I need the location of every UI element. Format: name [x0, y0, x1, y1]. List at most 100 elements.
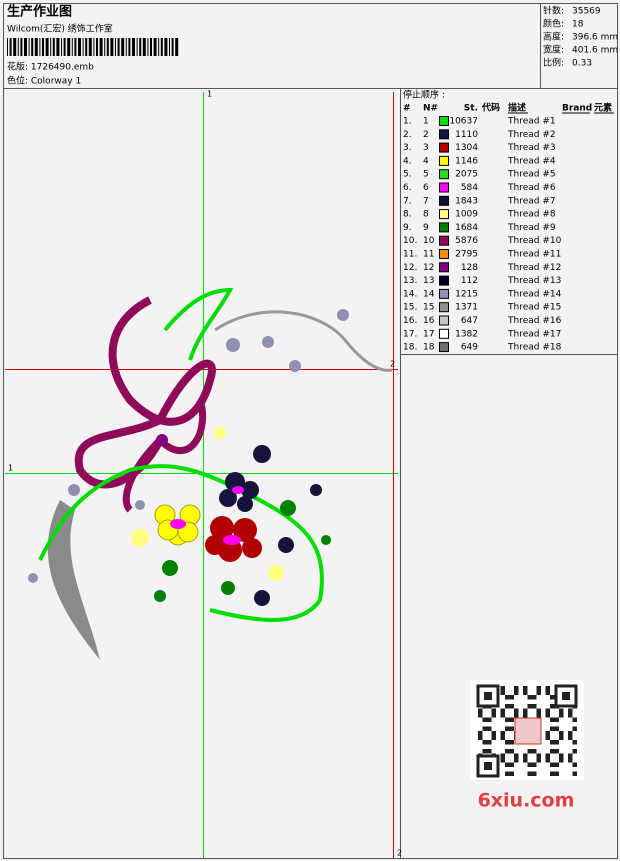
- barcode: [7, 38, 179, 56]
- qr-cell: [568, 735, 573, 740]
- needle-number: 13: [423, 276, 434, 286]
- qr-cell: [545, 690, 550, 695]
- qr-cell: [514, 713, 519, 718]
- qr-cell: [500, 690, 505, 695]
- qr-cell: [550, 704, 555, 709]
- qr-cell: [509, 726, 514, 731]
- qr-cell: [487, 726, 492, 731]
- qr-cell: [532, 762, 537, 767]
- bar-stripe: [160, 38, 163, 56]
- qr-cell: [532, 695, 537, 700]
- needle-number: 1: [423, 117, 429, 127]
- qr-finder-dot: [484, 692, 492, 700]
- qr-cell: [554, 717, 559, 722]
- row-index: 17.: [403, 329, 417, 339]
- qr-cell: [572, 771, 577, 776]
- stitch-count: 1684: [455, 223, 478, 233]
- qr-cell: [554, 740, 559, 745]
- qr-cell: [554, 771, 559, 776]
- column-header: St.: [464, 104, 478, 114]
- thread-swatch: [439, 169, 449, 180]
- qr-cell: [505, 740, 510, 745]
- qr-cell: [500, 686, 505, 691]
- stitch-count: 2075: [455, 170, 478, 180]
- bar-stripe: [153, 38, 157, 56]
- table-header: # N# St. 代码 描述 Brand 元素: [403, 102, 614, 114]
- thread-description: Thread #4: [507, 156, 556, 166]
- bar-stripe: [9, 38, 12, 56]
- row-index: 18.: [403, 343, 417, 353]
- thread-swatch: [439, 275, 449, 286]
- row-index: 3.: [403, 143, 412, 153]
- row-index: 9.: [403, 223, 412, 233]
- qr-cell: [491, 731, 496, 736]
- qr-cell: [554, 749, 559, 754]
- bar-stripe: [42, 38, 44, 56]
- title: 生产作业图: [7, 4, 72, 20]
- row-index: 13.: [403, 276, 417, 286]
- qr-cell: [505, 762, 510, 767]
- thread-swatch: [439, 222, 449, 233]
- qr-cell: [505, 771, 510, 776]
- qr-cell: [568, 753, 573, 758]
- thread-swatch: [439, 249, 449, 259]
- thread-swatch: [439, 116, 449, 126]
- stat-value: 401.6 mm: [572, 46, 618, 56]
- qr-cell: [568, 758, 573, 763]
- qr-cell: [509, 762, 514, 767]
- qr-cell: [500, 708, 505, 713]
- bar-stripe: [110, 38, 114, 56]
- bar-stripe: [28, 38, 30, 56]
- bar-stripe: [139, 38, 142, 56]
- bar-stripe: [20, 38, 23, 56]
- qr-cell: [572, 740, 577, 745]
- row-index: 16.: [403, 316, 417, 326]
- qr-cell: [572, 717, 577, 722]
- bar-stripe: [164, 38, 168, 56]
- qr-cell: [500, 735, 505, 740]
- thread-swatch: [439, 129, 449, 140]
- qr-cell: [523, 708, 528, 713]
- qr-cell: [568, 708, 573, 713]
- thread-swatch: [439, 262, 449, 273]
- needle-number: 17: [423, 329, 434, 339]
- thread-description: Thread #16: [507, 316, 562, 326]
- qr-cell: [478, 735, 483, 740]
- qr-cell: [523, 758, 528, 763]
- needle-number: 9: [423, 223, 429, 233]
- bar-stripe: [150, 38, 152, 56]
- qr-cell: [550, 762, 555, 767]
- qr-cell: [514, 708, 519, 713]
- qr-cell: [478, 708, 483, 713]
- row-index: 6.: [403, 183, 412, 193]
- qr-cell: [536, 713, 541, 718]
- qr-cell: [491, 708, 496, 713]
- qr-cell: [559, 731, 564, 736]
- bar-stripe: [61, 38, 62, 56]
- stitch-count: 647: [461, 316, 478, 326]
- needle-number: 12: [423, 263, 434, 273]
- guide-label: 1: [207, 90, 212, 99]
- stitch-count: 1382: [455, 329, 478, 339]
- thread-swatch: [439, 342, 449, 353]
- qr-cell: [505, 704, 510, 709]
- bar-stripe: [136, 38, 138, 56]
- needle-number: 4: [423, 156, 429, 166]
- bar-stripe: [117, 38, 120, 56]
- row-index: 2.: [403, 130, 412, 140]
- row-index: 8.: [403, 210, 412, 220]
- bar-stripe: [132, 38, 135, 56]
- qr-cell: [505, 695, 510, 700]
- embroidery-design: [28, 287, 393, 660]
- bar-stripe: [115, 38, 116, 56]
- stitch-count: 649: [461, 343, 478, 353]
- column-header: 代码: [481, 102, 500, 114]
- bar-stripe: [71, 38, 73, 56]
- thread-description: Thread #13: [507, 276, 561, 286]
- bar-stripe: [67, 38, 71, 56]
- qr-cell: [536, 753, 541, 758]
- column-header: Brand: [562, 104, 592, 114]
- thread-description: Thread #18: [507, 343, 562, 353]
- qr-cell: [509, 749, 514, 754]
